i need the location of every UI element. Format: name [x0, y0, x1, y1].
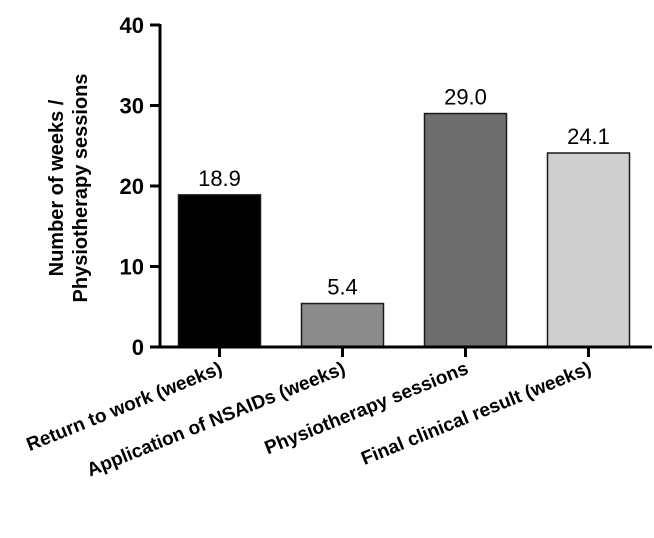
y-tick-label: 10 [120, 255, 144, 280]
data-label: 29.0 [444, 85, 487, 110]
data-labels: 18.9 5.4 29.0 24.1 [198, 85, 610, 300]
data-label: 5.4 [327, 275, 358, 300]
y-tick-label: 30 [120, 94, 144, 119]
y-axis-title-line-1: Number of weeks / [46, 99, 68, 276]
y-tick-label: 40 [120, 13, 144, 38]
x-tick-label: Return to work (weeks) [24, 358, 226, 456]
x-tick-label: Final clinical result (weeks) [358, 358, 594, 470]
y-axis-ticks: 0 10 20 30 40 [120, 13, 160, 360]
y-tick-label: 20 [120, 174, 144, 199]
y-axis-title-line-2: Physiotherapy sessions [70, 74, 92, 303]
bars [177, 112, 631, 348]
bar [177, 194, 262, 348]
x-tick-label: Physiotherapy sessions [262, 358, 472, 459]
data-label: 18.9 [198, 166, 241, 191]
bar [300, 302, 385, 348]
y-axis-title: Number of weeks / Physiotherapy sessions [46, 74, 92, 303]
bar [423, 112, 508, 348]
y-tick-label: 0 [132, 335, 144, 360]
x-axis-ticks: Return to work (weeks)Application of NSA… [24, 347, 594, 481]
bar [546, 152, 631, 348]
data-label: 24.1 [567, 124, 610, 149]
